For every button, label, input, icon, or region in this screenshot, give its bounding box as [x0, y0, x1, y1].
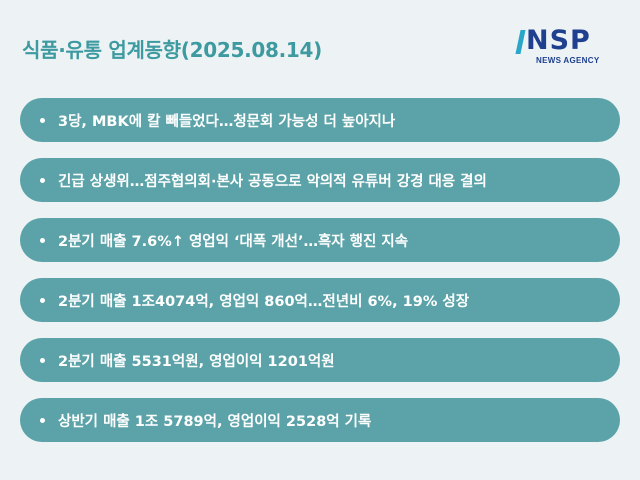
bullet-icon	[40, 117, 45, 123]
logo-accent-bar	[515, 30, 526, 54]
logo-letters: NSP	[526, 25, 591, 56]
headline-text: 3당, MBK에 칼 빼들었다…청문회 가능성 더 높아지나	[58, 113, 396, 130]
headline-text: 2분기 매출 7.6%↑ 영업익 ‘대폭 개선’…흑자 행진 지속	[58, 233, 409, 250]
headline-text: 2분기 매출 1조4074억, 영업익 860억…전년비 6%, 19% 성장	[58, 293, 470, 310]
headline-item[interactable]: 2분기 매출 5531억원, 영업이익 1201억원	[20, 338, 620, 382]
headline-item[interactable]: 긴급 상생위…점주협의회·본사 공동으로 악의적 유튜버 강경 대응 결의	[20, 158, 620, 202]
headline-item[interactable]: 3당, MBK에 칼 빼들었다…청문회 가능성 더 높아지나	[20, 98, 620, 142]
headline-text: 2분기 매출 5531억원, 영업이익 1201억원	[58, 353, 335, 370]
logo-mark: NSP	[515, 25, 622, 56]
bullet-icon	[40, 357, 45, 363]
bullet-icon	[40, 177, 45, 183]
logo-subtitle: NEWS AGENCY	[536, 56, 600, 65]
headline-item[interactable]: 2분기 매출 1조4074억, 영업익 860억…전년비 6%, 19% 성장	[20, 278, 620, 322]
headline-text: 긴급 상생위…점주협의회·본사 공동으로 악의적 유튜버 강경 대응 결의	[58, 173, 487, 190]
nsp-logo: NSP NEWS AGENCY	[515, 25, 622, 68]
headline-list: 3당, MBK에 칼 빼들었다…청문회 가능성 더 높아지나 긴급 상생위…점주…	[20, 98, 620, 458]
bullet-icon	[40, 297, 45, 303]
bullet-icon	[40, 237, 45, 243]
headline-item[interactable]: 상반기 매출 1조 5789억, 영업이익 2528억 기록	[20, 398, 620, 442]
headline-text: 상반기 매출 1조 5789억, 영업이익 2528억 기록	[58, 413, 372, 430]
bullet-icon	[40, 417, 45, 423]
headline-item[interactable]: 2분기 매출 7.6%↑ 영업익 ‘대폭 개선’…흑자 행진 지속	[20, 218, 620, 262]
page-title: 식품·유통 업계동향(2025.08.14)	[22, 38, 322, 62]
